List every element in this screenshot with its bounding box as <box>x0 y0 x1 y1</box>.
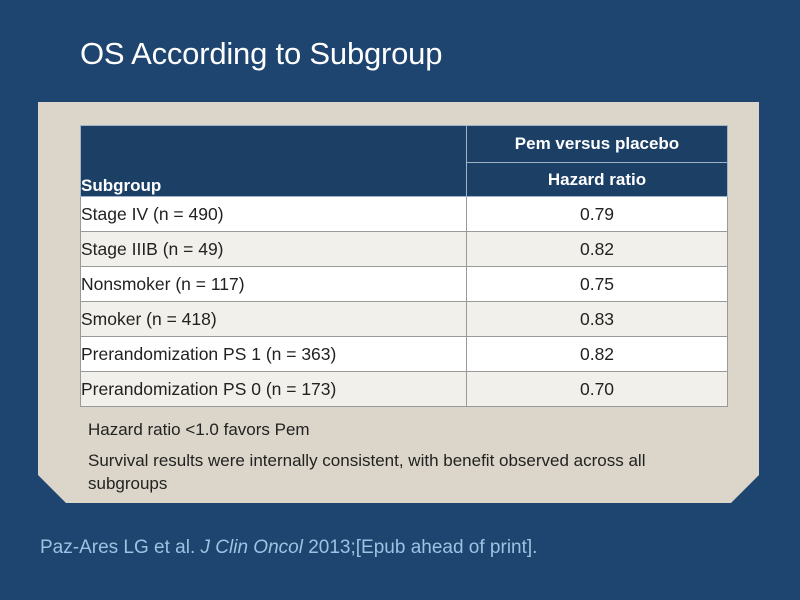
table-row: Prerandomization PS 0 (n = 173) 0.70 <box>80 371 728 407</box>
hazard-ratio-cell: 0.82 <box>466 336 728 372</box>
hazard-ratio-table: Subgroup Pem versus placebo Hazard ratio… <box>80 125 728 407</box>
subgroup-cell: Smoker (n = 418) <box>80 301 467 337</box>
subgroup-cell: Stage IV (n = 490) <box>80 196 467 232</box>
citation-authors: Paz-Ares LG et al. <box>40 537 196 558</box>
table-row: Nonsmoker (n = 117) 0.75 <box>80 266 728 302</box>
subgroup-cell: Prerandomization PS 0 (n = 173) <box>80 371 467 407</box>
subgroup-cell: Stage IIIB (n = 49) <box>80 231 467 267</box>
consistency-note: Survival results were internally consist… <box>88 451 646 493</box>
hazard-ratio-header: Hazard ratio <box>466 162 728 197</box>
citation-details: 2013;[Epub ahead of print]. <box>308 537 538 558</box>
slide-title: OS According to Subgroup <box>80 36 443 71</box>
subgroup-cell: Prerandomization PS 1 (n = 363) <box>80 336 467 372</box>
table-row: Prerandomization PS 1 (n = 363) 0.82 <box>80 336 728 372</box>
subgroup-cell: Nonsmoker (n = 117) <box>80 266 467 302</box>
hazard-ratio-cell: 0.70 <box>466 371 728 407</box>
table-row: Stage IV (n = 490) 0.79 <box>80 196 728 232</box>
hazard-ratio-cell: 0.75 <box>466 266 728 302</box>
table-row: Smoker (n = 418) 0.83 <box>80 301 728 337</box>
pem-vs-placebo-header: Pem versus placebo <box>466 125 728 163</box>
hazard-ratio-cell: 0.79 <box>466 196 728 232</box>
subgroup-header: Subgroup <box>80 125 467 197</box>
citation-journal: J Clin Oncol <box>200 537 303 558</box>
hazard-ratio-note: Hazard ratio <1.0 favors Pem <box>88 420 310 439</box>
hazard-ratio-cell: 0.83 <box>466 301 728 337</box>
citation: Paz-Ares LG et al. J Clin Oncol 2013;[Ep… <box>40 537 537 559</box>
hazard-ratio-cell: 0.82 <box>466 231 728 267</box>
table-row: Stage IIIB (n = 49) 0.82 <box>80 231 728 267</box>
